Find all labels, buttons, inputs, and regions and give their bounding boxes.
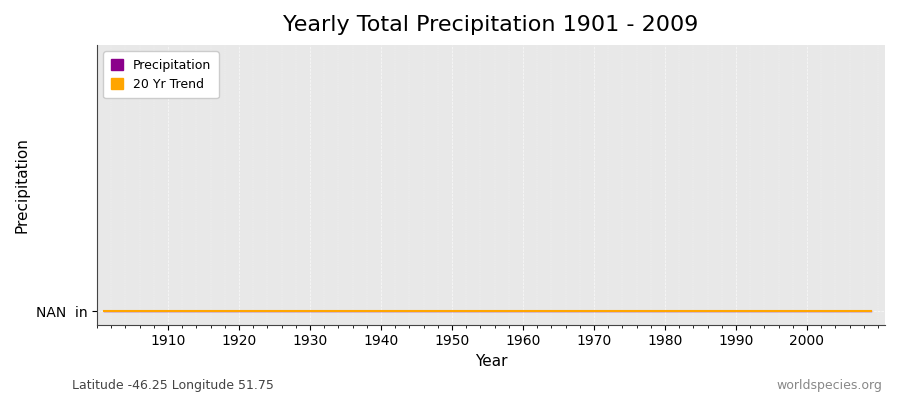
X-axis label: Year: Year: [474, 354, 508, 369]
Y-axis label: Precipitation: Precipitation: [15, 137, 30, 233]
Text: Latitude -46.25 Longitude 51.75: Latitude -46.25 Longitude 51.75: [72, 379, 274, 392]
Legend: Precipitation, 20 Yr Trend: Precipitation, 20 Yr Trend: [104, 51, 219, 98]
Text: worldspecies.org: worldspecies.org: [776, 379, 882, 392]
Title: Yearly Total Precipitation 1901 - 2009: Yearly Total Precipitation 1901 - 2009: [284, 15, 698, 35]
